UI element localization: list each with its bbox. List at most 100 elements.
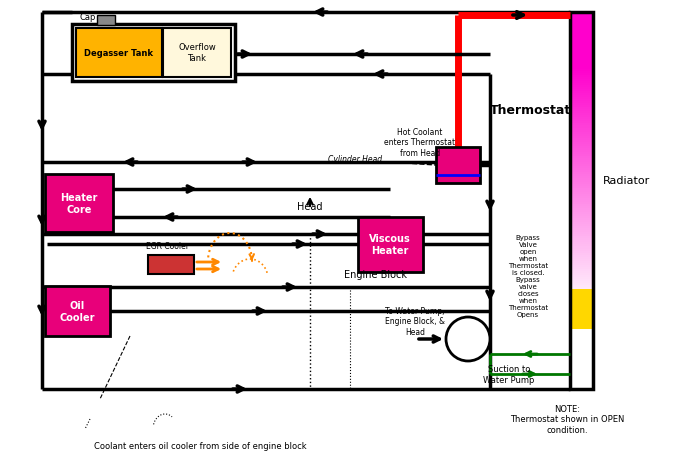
Bar	[570, 265, 593, 268]
Bar	[570, 227, 593, 230]
Bar	[570, 239, 593, 241]
Bar	[570, 148, 593, 151]
Bar	[570, 193, 593, 195]
Bar	[436, 148, 480, 184]
Bar	[570, 287, 593, 290]
Bar	[570, 229, 593, 231]
Text: Overflow
Tank: Overflow Tank	[178, 43, 216, 62]
Circle shape	[446, 317, 490, 361]
Bar	[570, 303, 593, 306]
Text: Bypass
Valve
open
when
Thermostat
is closed.
Bypass
valve
closes
when
Thermostat: Bypass Valve open when Thermostat is clo…	[508, 235, 548, 317]
Bar	[570, 269, 593, 272]
Bar	[570, 130, 593, 133]
Bar	[570, 205, 593, 207]
Bar	[570, 273, 593, 275]
Bar	[570, 209, 593, 211]
Bar	[570, 219, 593, 221]
Bar	[570, 215, 593, 217]
Bar	[570, 190, 593, 193]
Bar	[570, 295, 593, 298]
Bar	[570, 249, 593, 252]
Bar	[570, 293, 593, 296]
Bar	[570, 116, 593, 119]
Text: Thermostat: Thermostat	[489, 103, 570, 116]
Bar	[570, 297, 593, 300]
Text: EGR Cooler: EGR Cooler	[146, 241, 189, 251]
Bar	[570, 247, 593, 249]
Bar	[570, 245, 593, 247]
Bar	[570, 309, 593, 359]
Bar	[570, 164, 593, 167]
Bar	[570, 255, 593, 257]
Bar	[570, 329, 593, 389]
Bar	[570, 70, 593, 73]
Bar	[570, 126, 593, 129]
Text: Hot Coolant
enters Thermostat
from Head: Hot Coolant enters Thermostat from Head	[384, 128, 456, 157]
Bar	[570, 104, 593, 106]
Bar	[570, 90, 593, 93]
Bar	[570, 146, 593, 149]
Text: Heater
Core: Heater Core	[60, 193, 98, 214]
Bar	[570, 277, 593, 280]
Bar	[570, 174, 593, 177]
Bar	[570, 68, 593, 70]
Bar	[72, 25, 235, 82]
Bar	[570, 160, 593, 163]
Bar	[570, 168, 593, 171]
Text: Degasser Tank: Degasser Tank	[85, 48, 153, 57]
Bar	[570, 74, 593, 76]
Bar	[570, 243, 593, 246]
Bar	[570, 199, 593, 201]
Bar	[570, 301, 593, 304]
Bar	[76, 29, 162, 78]
Bar	[570, 299, 593, 302]
Bar	[570, 207, 593, 209]
Bar	[570, 183, 593, 185]
Bar	[570, 100, 593, 102]
Bar	[570, 138, 593, 141]
Bar	[570, 144, 593, 147]
Bar	[570, 233, 593, 235]
Bar	[570, 308, 593, 310]
Bar	[570, 124, 593, 127]
Text: Cylinder Head: Cylinder Head	[328, 155, 382, 164]
Bar	[570, 279, 593, 282]
Bar	[148, 256, 194, 274]
Bar	[570, 118, 593, 121]
Text: Viscous
Heater: Viscous Heater	[369, 234, 411, 255]
Bar	[570, 120, 593, 123]
Bar	[570, 132, 593, 135]
Bar	[570, 128, 593, 131]
Bar	[570, 86, 593, 89]
Bar	[570, 196, 593, 199]
Bar	[570, 291, 593, 294]
Bar	[570, 13, 593, 389]
Text: Radiator: Radiator	[603, 176, 650, 185]
Text: Head: Head	[298, 202, 323, 212]
Bar	[45, 286, 110, 336]
Bar	[570, 241, 593, 243]
Bar	[570, 253, 593, 256]
Bar	[570, 76, 593, 78]
Bar	[570, 213, 593, 215]
Bar	[570, 185, 593, 187]
Bar	[570, 289, 593, 292]
Bar	[570, 158, 593, 161]
Bar	[570, 136, 593, 139]
Bar	[570, 102, 593, 105]
Bar	[45, 174, 113, 233]
Bar	[570, 13, 593, 68]
Bar	[570, 110, 593, 112]
Text: To Water Pump,
Engine Block, &
Head: To Water Pump, Engine Block, & Head	[385, 307, 445, 336]
Bar	[570, 72, 593, 74]
Bar	[570, 251, 593, 253]
Bar	[570, 112, 593, 115]
Bar	[570, 259, 593, 262]
Bar	[570, 186, 593, 189]
Text: Oil
Cooler: Oil Cooler	[60, 301, 94, 322]
Bar	[570, 271, 593, 274]
Bar	[570, 142, 593, 145]
Bar	[570, 283, 593, 285]
Bar	[570, 203, 593, 205]
Bar	[570, 289, 593, 329]
